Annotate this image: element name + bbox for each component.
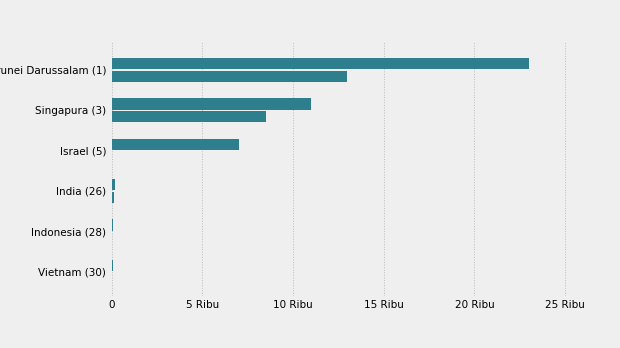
Bar <box>112 179 115 190</box>
Bar <box>112 191 114 203</box>
Bar <box>112 219 113 231</box>
Bar <box>112 260 113 271</box>
Bar <box>112 71 347 82</box>
Bar <box>112 139 239 150</box>
Bar <box>112 58 529 69</box>
Bar <box>112 98 311 110</box>
Bar <box>112 111 266 122</box>
